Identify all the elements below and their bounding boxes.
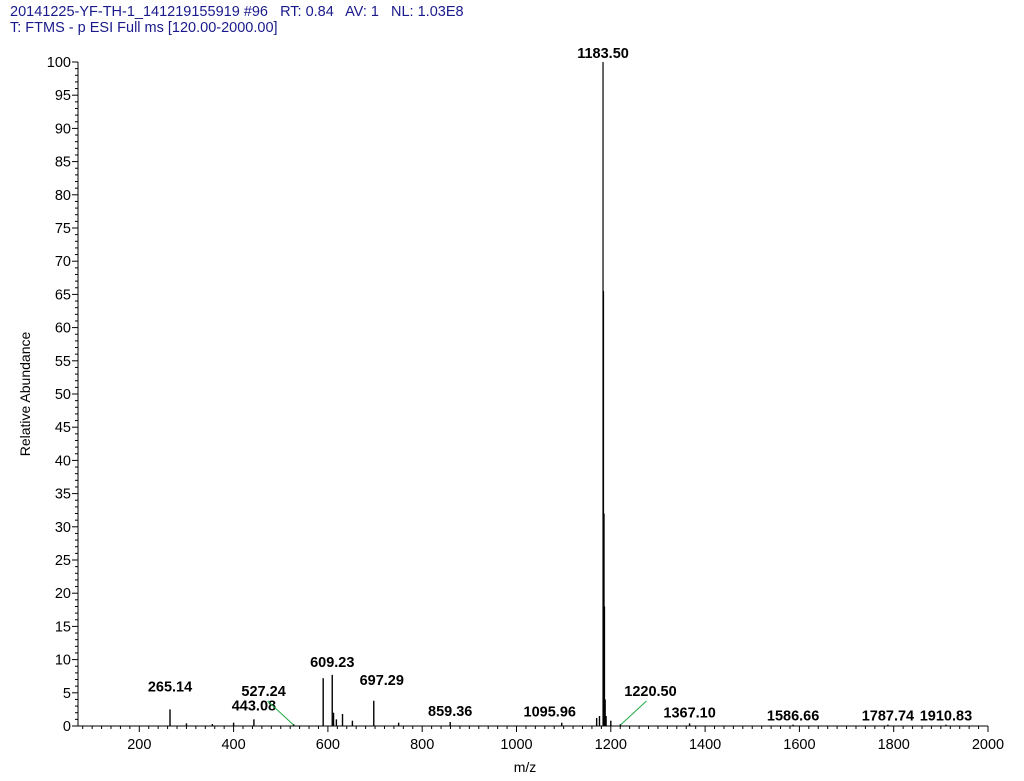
peak-label: 859.36 <box>428 704 472 720</box>
peak-label: 1787.74 <box>862 709 914 725</box>
peak-label: 1910.83 <box>920 709 972 725</box>
y-tick-label: 100 <box>47 55 71 71</box>
peak-label: 1183.50 <box>577 46 629 62</box>
peak-label-leader <box>267 700 294 726</box>
y-tick-label: 80 <box>55 188 71 204</box>
y-tick-label: 90 <box>55 121 71 137</box>
scan-info-line: 20141225-YF-TH-1_141219155919 #96 RT: 0.… <box>10 4 464 20</box>
peak-label: 697.29 <box>360 673 404 689</box>
y-tick-label: 45 <box>55 420 71 436</box>
peak-label: 1586.66 <box>767 709 819 725</box>
x-tick-label: 400 <box>221 737 245 753</box>
y-tick-label: 60 <box>55 321 71 337</box>
axes: 0 5 10 15 20 25 30 35 40 45 50 55 60 65 70 75 80 85 90 95 10… <box>47 55 1004 753</box>
peak-label: 1095.96 <box>524 705 576 721</box>
y-tick-label: 75 <box>55 221 71 237</box>
peaks <box>169 62 947 726</box>
y-tick-label: 25 <box>55 553 71 569</box>
peak-label: 609.23 <box>310 655 354 671</box>
x-tick-label: 600 <box>316 737 340 753</box>
x-tick-label: 1400 <box>689 737 721 753</box>
y-tick-label: 85 <box>55 155 71 171</box>
x-tick-label: 200 <box>127 737 151 753</box>
x-tick-label: 1800 <box>878 737 910 753</box>
x-tick-label: 800 <box>410 737 434 753</box>
x-tick-label: 1600 <box>783 737 815 753</box>
filter-line: T: FTMS - p ESI Full ms [120.00-2000.00] <box>10 20 278 36</box>
y-tick-label: 95 <box>55 88 71 104</box>
y-tick-label: 65 <box>55 287 71 303</box>
peak-label: 443.08 <box>232 698 276 714</box>
peak-label: 265.14 <box>148 679 192 695</box>
y-tick-label: 20 <box>55 586 71 602</box>
y-tick-label: 30 <box>55 520 71 536</box>
x-tick-label: 1200 <box>595 737 627 753</box>
y-tick-label: 55 <box>55 354 71 370</box>
peak-label: 1220.50 <box>624 684 676 700</box>
peak-label: 1367.10 <box>663 705 715 721</box>
y-tick-label: 5 <box>63 686 71 702</box>
y-tick-label: 15 <box>55 619 71 635</box>
y-tick-label: 50 <box>55 387 71 403</box>
spectrum-header: 20141225-YF-TH-1_141219155919 #96 RT: 0.… <box>10 4 464 36</box>
x-tick-label: 1000 <box>500 737 532 753</box>
y-tick-label: 40 <box>55 453 71 469</box>
y-tick-label: 10 <box>55 653 71 669</box>
y-tick-label: 35 <box>55 487 71 503</box>
x-tick-label: 2000 <box>972 737 1004 753</box>
x-axis-title: m/z <box>514 759 537 775</box>
peak-label-leader <box>620 700 647 726</box>
y-axis-title: Relative Abundance <box>17 332 33 457</box>
y-tick-label: 70 <box>55 254 71 270</box>
peak-label: 527.24 <box>241 684 285 700</box>
y-tick-label: 0 <box>63 719 71 735</box>
